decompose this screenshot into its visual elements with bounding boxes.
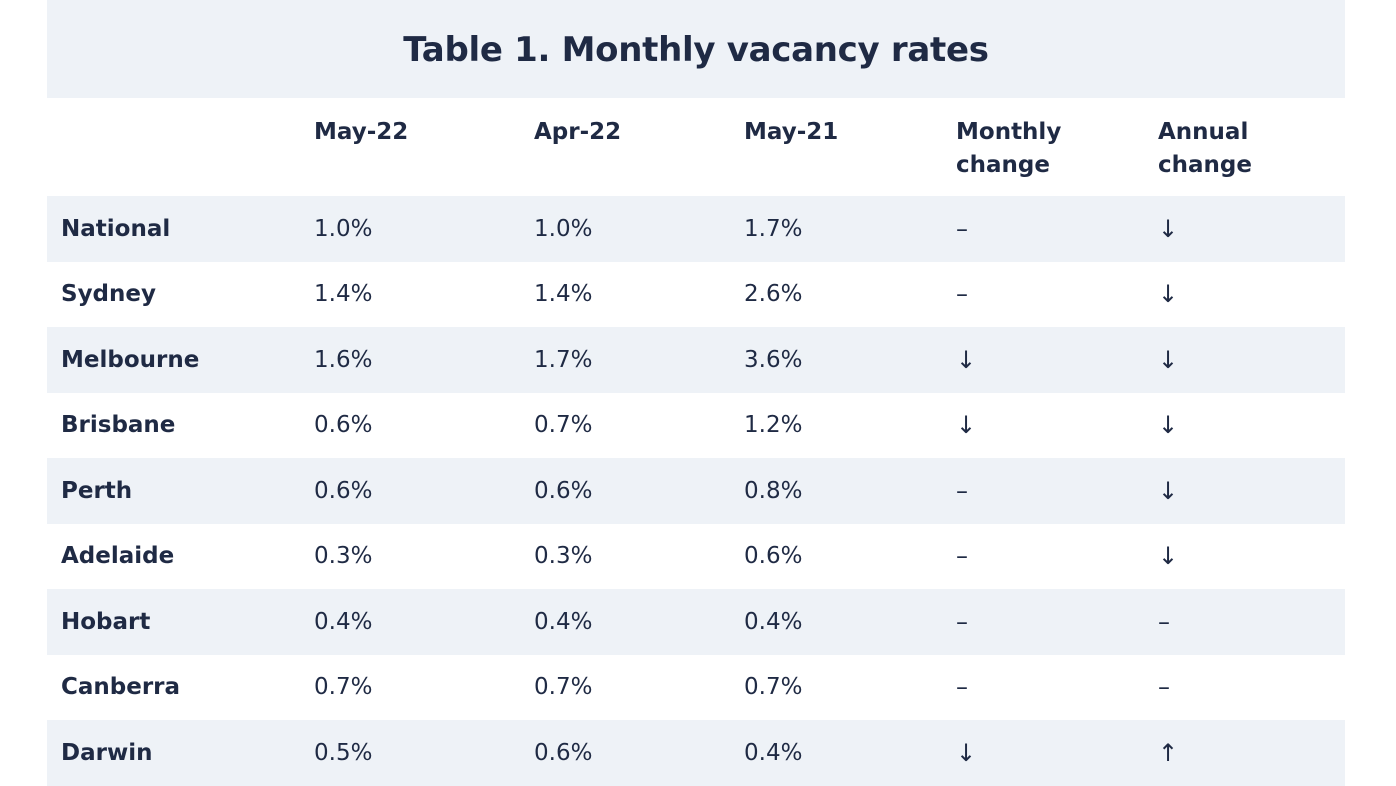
- city-name-cell: Perth: [61, 477, 133, 504]
- table-row: National 1.0% 1.0% 1.7% – ↓: [47, 196, 1345, 262]
- annual-change-cell: ↓: [1158, 345, 1179, 374]
- table-title: Table 1. Monthly vacancy rates: [403, 30, 989, 70]
- may-21-value-cell: 1.7%: [744, 215, 803, 242]
- city-name-cell: Adelaide: [61, 543, 175, 570]
- apr-22-value-cell: 0.6%: [534, 477, 593, 504]
- annual-change-cell: ↓: [1158, 214, 1179, 243]
- monthly-change-cell: ↓: [956, 411, 977, 440]
- may-22-value-cell: 1.4%: [314, 281, 373, 308]
- column-header-may-22: May-22: [314, 119, 409, 145]
- monthly-change-cell: –: [956, 542, 968, 571]
- table-row: Hobart 0.4% 0.4% 0.4% – –: [47, 589, 1345, 655]
- city-name-cell: National: [61, 215, 171, 242]
- table-row: Brisbane 0.6% 0.7% 1.2% ↓ ↓: [47, 392, 1345, 458]
- column-header-annual-change: Annual change: [1158, 119, 1252, 178]
- may-21-value-cell: 0.7%: [744, 674, 803, 701]
- annual-change-cell: –: [1158, 673, 1170, 702]
- may-21-value-cell: 0.4%: [744, 608, 803, 635]
- annual-change-cell: ↑: [1158, 738, 1179, 767]
- apr-22-value-cell: 0.7%: [534, 674, 593, 701]
- may-22-value-cell: 1.6%: [314, 346, 373, 373]
- may-22-value-cell: 0.5%: [314, 739, 373, 766]
- apr-22-value-cell: 1.7%: [534, 346, 593, 373]
- header-row: May-22 Apr-22 May-21 Monthly change Annua…: [47, 98, 1345, 196]
- may-22-value-cell: 0.6%: [314, 477, 373, 504]
- table-row: Perth 0.6% 0.6% 0.8% – ↓: [47, 458, 1345, 524]
- table-header: May-22 Apr-22 May-21 Monthly change Annua…: [47, 98, 1345, 196]
- monthly-change-cell: ↓: [956, 345, 977, 374]
- annual-change-cell: –: [1158, 607, 1170, 636]
- city-name-cell: Canberra: [61, 674, 181, 701]
- column-header-may-21: May-21: [744, 119, 839, 145]
- annual-change-cell: ↓: [1158, 411, 1179, 440]
- apr-22-value-cell: 0.4%: [534, 608, 593, 635]
- table-row: Canberra 0.7% 0.7% 0.7% – –: [47, 654, 1345, 720]
- table-row: Adelaide 0.3% 0.3% 0.6% – ↓: [47, 523, 1345, 589]
- vacancy-table-container: Table 1. Monthly vacancy rates May-22 Ap…: [47, 0, 1345, 786]
- table-row: Darwin 0.5% 0.6% 0.4% ↓ ↑: [47, 720, 1345, 786]
- annual-change-cell: ↓: [1158, 280, 1179, 309]
- may-21-value-cell: 3.6%: [744, 346, 803, 373]
- column-header-monthly-change: Monthly change: [956, 119, 1062, 178]
- apr-22-value-cell: 0.3%: [534, 543, 593, 570]
- may-21-value-cell: 2.6%: [744, 281, 803, 308]
- apr-22-value-cell: 0.6%: [534, 739, 593, 766]
- apr-22-value-cell: 1.0%: [534, 215, 593, 242]
- city-name-cell: Sydney: [61, 281, 156, 308]
- city-name-cell: Darwin: [61, 739, 153, 766]
- monthly-change-cell: –: [956, 214, 968, 243]
- may-21-value-cell: 1.2%: [744, 412, 803, 439]
- city-name-cell: Brisbane: [61, 412, 176, 439]
- may-22-value-cell: 0.6%: [314, 412, 373, 439]
- may-21-value-cell: 0.6%: [744, 543, 803, 570]
- monthly-change-cell: –: [956, 280, 968, 309]
- table-row: Melbourne 1.6% 1.7% 3.6% ↓ ↓: [47, 327, 1345, 393]
- monthly-change-cell: –: [956, 607, 968, 636]
- may-22-value-cell: 1.0%: [314, 215, 373, 242]
- annual-change-cell: ↓: [1158, 476, 1179, 505]
- monthly-change-cell: –: [956, 673, 968, 702]
- column-header-apr-22: Apr-22: [534, 119, 622, 145]
- monthly-change-cell: –: [956, 476, 968, 505]
- table-body: National 1.0% 1.0% 1.7% – ↓ Sydney 1.4% 1.4% 2.6%…: [47, 196, 1345, 786]
- may-22-value-cell: 0.4%: [314, 608, 373, 635]
- may-22-value-cell: 0.3%: [314, 543, 373, 570]
- vacancy-rates-table: May-22 Apr-22 May-21 Monthly change Annua…: [47, 98, 1345, 786]
- apr-22-value-cell: 1.4%: [534, 281, 593, 308]
- annual-change-cell: ↓: [1158, 542, 1179, 571]
- table-title-bar: Table 1. Monthly vacancy rates: [47, 0, 1345, 98]
- city-name-cell: Hobart: [61, 608, 151, 635]
- may-21-value-cell: 0.4%: [744, 739, 803, 766]
- may-21-value-cell: 0.8%: [744, 477, 803, 504]
- monthly-change-cell: ↓: [956, 738, 977, 767]
- city-name-cell: Melbourne: [61, 346, 200, 373]
- column-header-city: [47, 98, 300, 196]
- apr-22-value-cell: 0.7%: [534, 412, 593, 439]
- may-22-value-cell: 0.7%: [314, 674, 373, 701]
- table-row: Sydney 1.4% 1.4% 2.6% – ↓: [47, 261, 1345, 327]
